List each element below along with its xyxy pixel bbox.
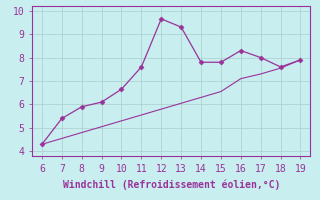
X-axis label: Windchill (Refroidissement éolien,°C): Windchill (Refroidissement éolien,°C) [62,179,280,190]
